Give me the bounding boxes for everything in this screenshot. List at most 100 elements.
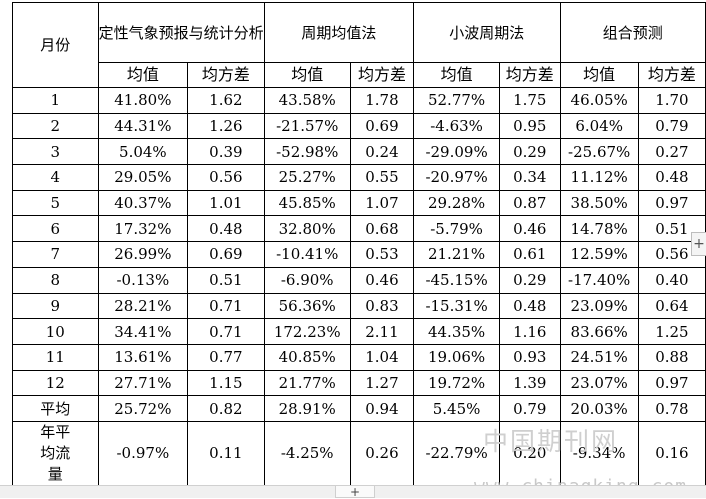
month-cell: 2 [12, 112, 99, 140]
mean-cell: 172.23% [263, 318, 351, 345]
mean-cell: -15.31% [413, 292, 501, 320]
variance-cell: 0.48 [637, 164, 706, 191]
mean-cell: 56.36% [263, 292, 351, 320]
mean-cell: 23.07% [559, 369, 639, 397]
table-row: 7 26.99% 0.69 -10.41% 0.53 21.21% 0.61 12.59% 0.… [12, 241, 706, 268]
variance-cell: 0.26 [349, 420, 415, 486]
month-cell: 11 [12, 343, 99, 371]
variance-cell: 0.71 [187, 292, 265, 320]
variance-cell: 0.51 [187, 266, 265, 294]
table-row: 3 5.04% 0.39 -52.98% 0.24 -29.09% 0.29 -25.67% 0… [12, 138, 706, 166]
mean-cell: 38.50% [559, 189, 639, 217]
month-cell: 12 [12, 369, 99, 397]
month-cell: 1 [12, 87, 99, 114]
mean-cell: 13.61% [97, 343, 189, 371]
month-cell: 10 [12, 318, 99, 345]
mean-cell: 28.21% [97, 292, 189, 320]
variance-cell: 0.93 [499, 343, 561, 371]
variance-cell: 0.16 [637, 420, 706, 486]
data-table: 月份 定性气象预报与统计分析 周期均值法 小波周期法 组合预测 均值 均方差 均… [12, 2, 706, 486]
add-sheet-button[interactable]: + [335, 486, 375, 498]
mean-cell: -29.09% [413, 138, 501, 166]
table-row: 8 -0.13% 0.51 -6.90% 0.46 -45.15% 0.29 -17.40% 0… [12, 266, 706, 294]
watermark-text: 中国期刊网 [483, 427, 619, 456]
variance-cell: 0.27 [637, 138, 706, 166]
month-cell: 4 [12, 164, 99, 191]
month-cell: 平均 [12, 395, 99, 422]
variance-cell: 1.04 [349, 343, 415, 371]
variance-cell: 1.75 [499, 87, 561, 114]
mean-cell: -25.67% [559, 138, 639, 166]
variance-cell: 0.61 [499, 241, 561, 268]
mean-cell: -4.25% [263, 420, 351, 486]
variance-cell: 0.34 [499, 164, 561, 191]
mean-cell: 11.12% [559, 164, 639, 191]
variance-cell: 1.70 [637, 87, 706, 114]
variance-cell: 1.39 [499, 369, 561, 397]
table-row: 1 41.80% 1.62 43.58% 1.78 52.77% 1.75 46.05% 1.7… [12, 87, 706, 114]
method-header-combined: 组合预测 [559, 2, 706, 63]
mean-cell: 23.09% [559, 292, 639, 320]
table-row: 2 44.31% 1.26 -21.57% 0.69 -4.63% 0.95 6.04% 0.7… [12, 112, 706, 140]
mean-cell: 24.51% [559, 343, 639, 371]
variance-cell: 1.01 [187, 189, 265, 217]
month-cell: 9 [12, 292, 99, 320]
mean-cell: -9.34% [559, 420, 639, 486]
variance-cell: 0.78 [637, 395, 706, 422]
mean-cell: -5.79% [413, 215, 501, 243]
variance-cell: 0.97 [637, 369, 706, 397]
mean-cell: 44.35% [413, 318, 501, 345]
variance-cell: 0.87 [499, 189, 561, 217]
mean-cell: 83.66% [559, 318, 639, 345]
mean-cell: 32.80% [263, 215, 351, 243]
variance-cell: 1.62 [187, 87, 265, 114]
mean-cell: -52.98% [263, 138, 351, 166]
mean-cell: 17.32% [97, 215, 189, 243]
variance-cell: 1.27 [349, 369, 415, 397]
mean-cell: 19.72% [413, 369, 501, 397]
subheader-mean: 均值 [263, 62, 351, 88]
mean-cell: 40.85% [263, 343, 351, 371]
variance-cell: 0.88 [637, 343, 706, 371]
variance-cell: 0.95 [499, 112, 561, 140]
method-header-qualitative: 定性气象预报与统计分析 [97, 2, 265, 63]
variance-cell: 0.48 [187, 215, 265, 243]
mean-cell: 6.04% [559, 112, 639, 140]
table-body: 月份 定性气象预报与统计分析 周期均值法 小波周期法 组合预测 均值 均方差 均… [12, 2, 706, 486]
side-expand-button[interactable]: + [691, 232, 706, 256]
variance-cell: 0.82 [187, 395, 265, 422]
subheader-variance: 均方差 [499, 62, 561, 88]
mean-cell: 21.77% [263, 369, 351, 397]
mean-cell: 29.05% [97, 164, 189, 191]
variance-cell: 0.46 [349, 266, 415, 294]
table-row: 10 34.41% 0.71 172.23% 2.11 44.35% 1.16 83.66% 1… [12, 318, 706, 345]
method-header-wavelet: 小波周期法 [413, 2, 561, 63]
table-row: 12 27.71% 1.15 21.77% 1.27 19.72% 1.39 23.07% 0.… [12, 369, 706, 397]
subheader-variance: 均方差 [187, 62, 265, 88]
variance-cell: 1.07 [349, 189, 415, 217]
mean-cell: -20.97% [413, 164, 501, 191]
mean-cell: -21.57% [263, 112, 351, 140]
table-row: 11 13.61% 0.77 40.85% 1.04 19.06% 0.93 24.51% 0.… [12, 343, 706, 371]
variance-cell: 0.46 [499, 215, 561, 243]
subheader-variance: 均方差 [637, 62, 706, 88]
month-cell: 8 [12, 266, 99, 294]
mean-cell: 34.41% [97, 318, 189, 345]
mean-cell: 21.21% [413, 241, 501, 268]
mean-cell: 25.72% [97, 395, 189, 422]
mean-cell: 28.91% [263, 395, 351, 422]
subheader-mean: 均值 [97, 62, 189, 88]
mean-cell: 40.37% [97, 189, 189, 217]
mean-cell: 20.03% [559, 395, 639, 422]
variance-cell: 0.55 [349, 164, 415, 191]
table-row: 4 29.05% 0.56 25.27% 0.55 -20.97% 0.34 11.12% 0.… [12, 164, 706, 191]
mean-cell: 29.28% [413, 189, 501, 217]
mean-cell: -10.41% [263, 241, 351, 268]
mean-cell: 5.04% [97, 138, 189, 166]
variance-cell: 0.69 [349, 112, 415, 140]
variance-cell: 1.16 [499, 318, 561, 345]
variance-cell: 0.56 [187, 164, 265, 191]
mean-cell: 45.85% [263, 189, 351, 217]
subheader-variance: 均方差 [349, 62, 415, 88]
month-cell: 6 [12, 215, 99, 243]
